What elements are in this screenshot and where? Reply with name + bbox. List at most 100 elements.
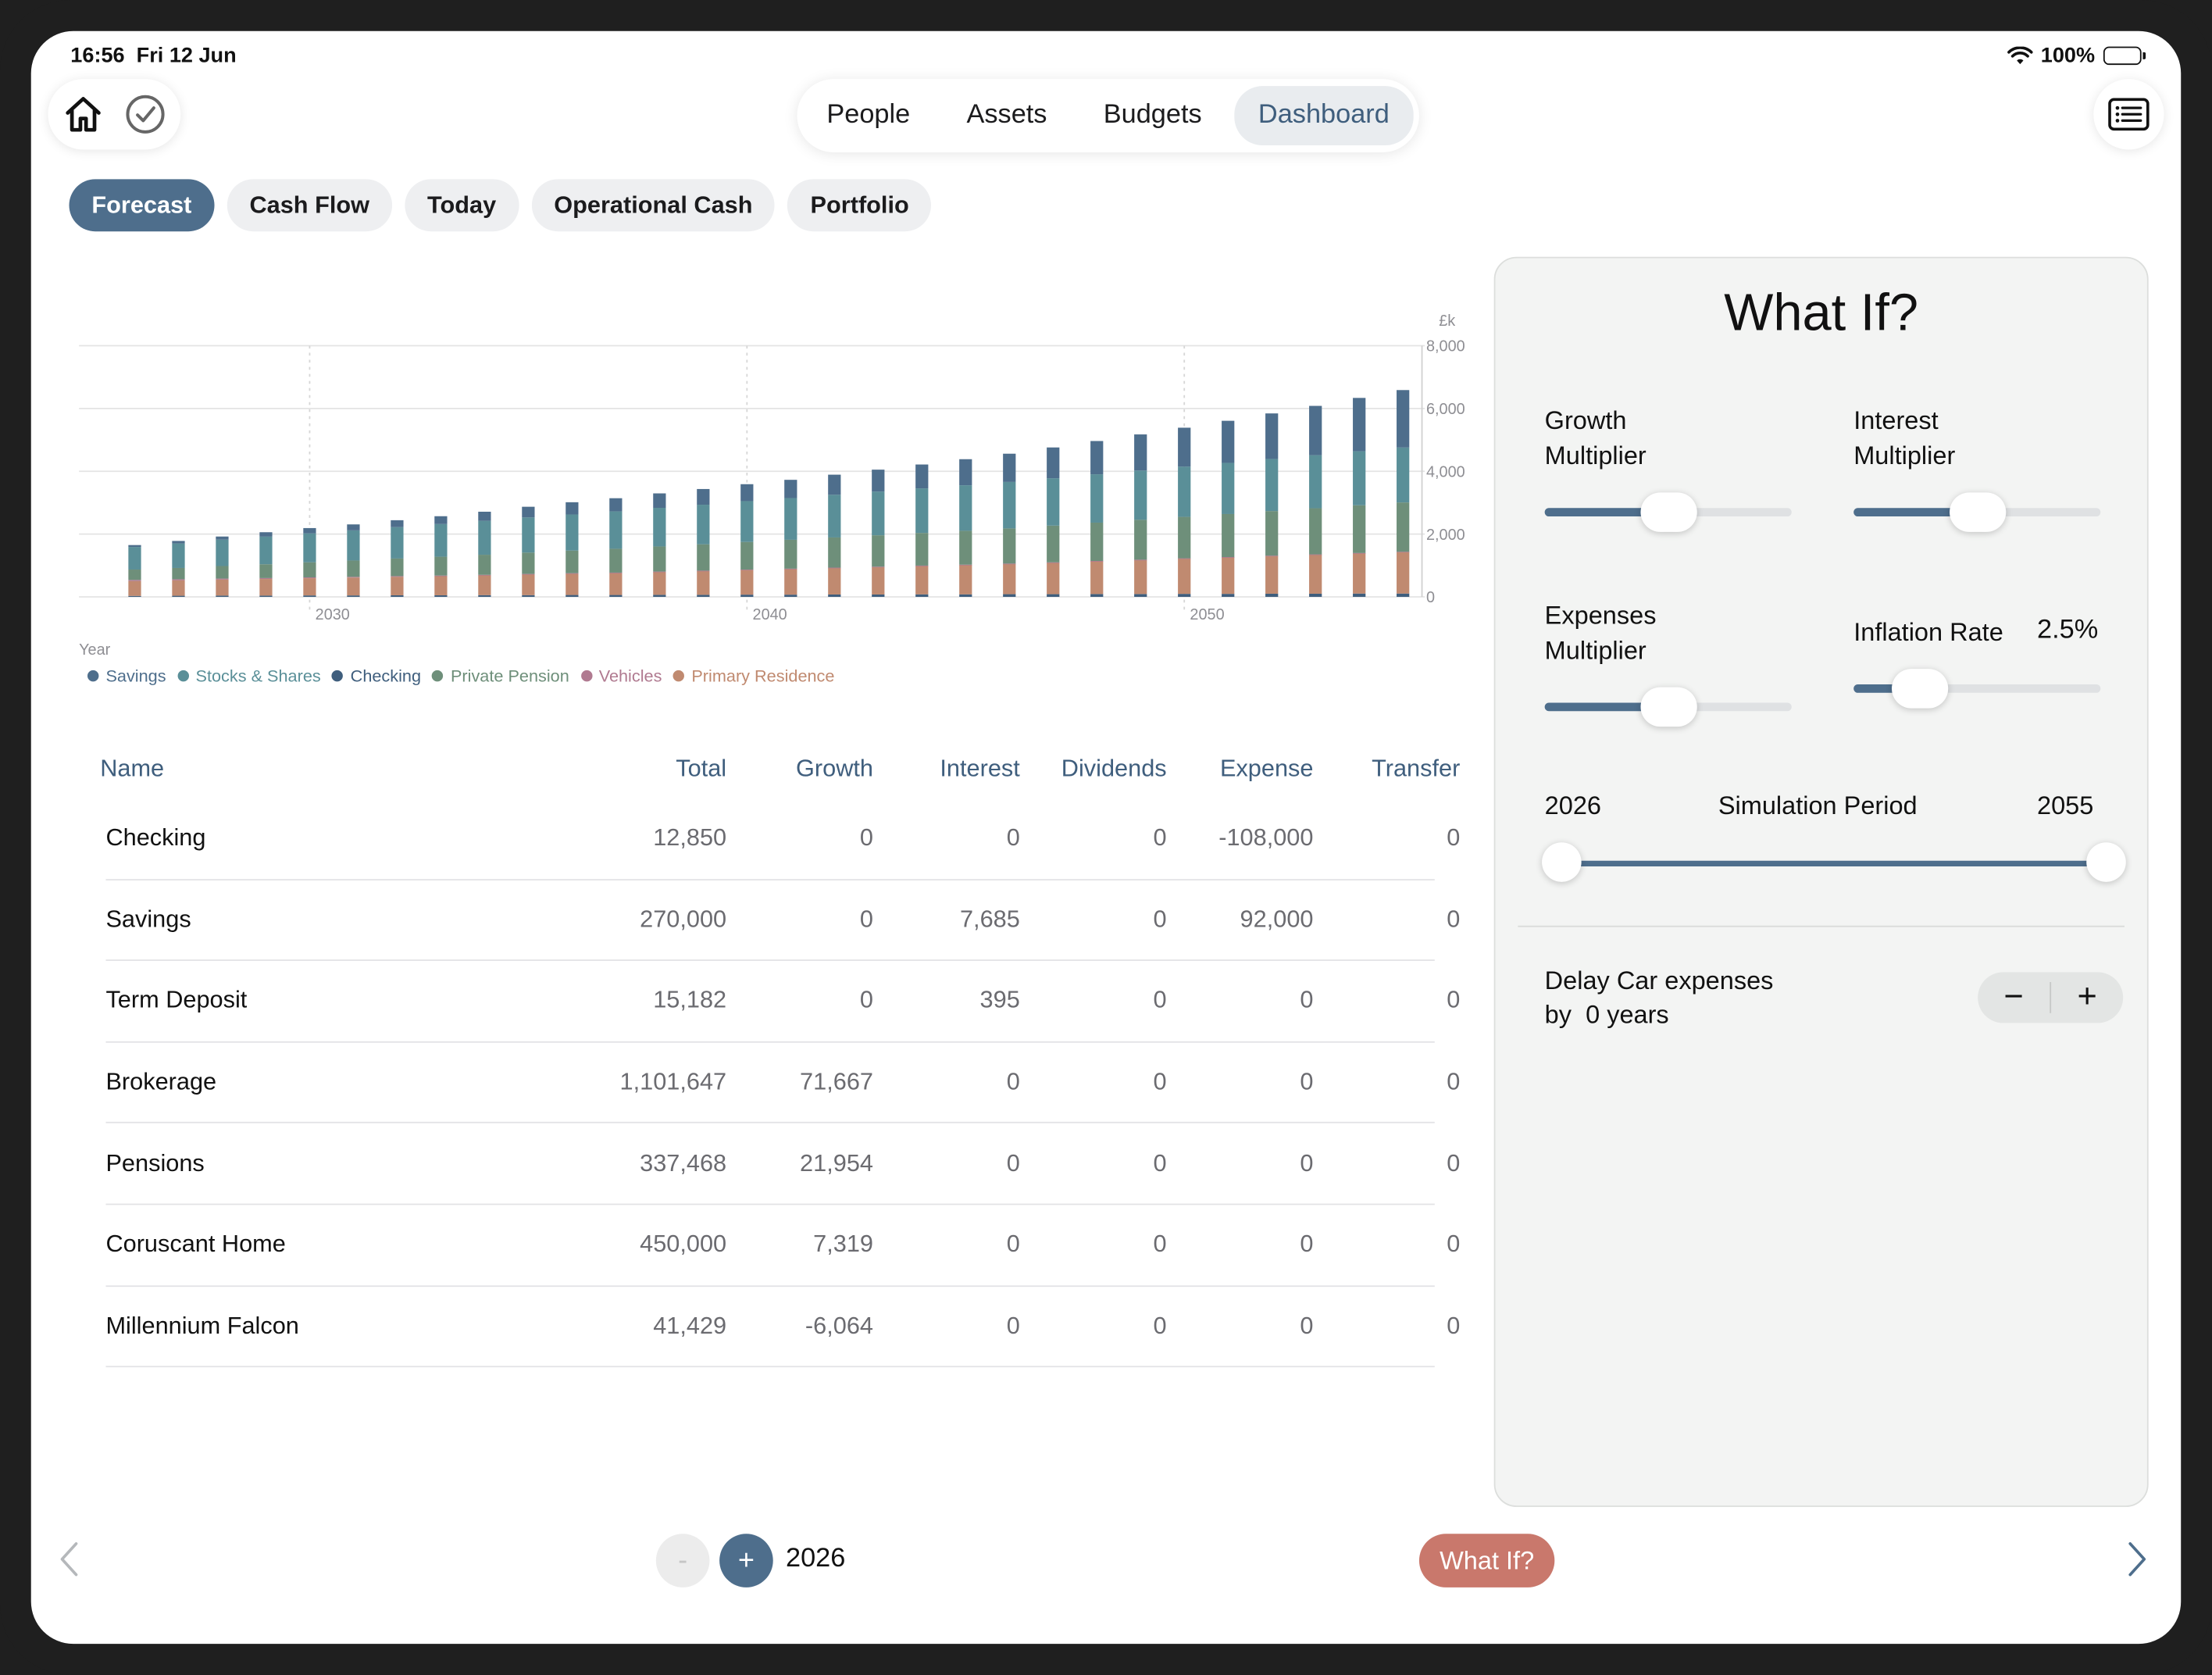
bar-segment <box>740 484 754 502</box>
bar-segment <box>565 595 579 597</box>
slider-thumb[interactable] <box>1639 687 1696 727</box>
bar-segment <box>128 580 141 596</box>
slider-thumb[interactable] <box>1949 492 2006 532</box>
segment-budgets[interactable]: Budgets <box>1103 100 1202 130</box>
cell-dividends: 0 <box>1153 1149 1167 1177</box>
bar-segment <box>434 575 448 577</box>
y-tick-label: 0 <box>1426 589 1435 606</box>
table-row[interactable]: Savings 270,000 0 7,685 0 92,000 0 <box>105 880 1460 962</box>
bar-segment <box>1353 398 1366 452</box>
stepper-increment-button[interactable]: + <box>2077 977 2097 1016</box>
bar-segment <box>740 595 754 597</box>
bar-segment <box>565 573 579 574</box>
bar-segment <box>1090 441 1104 475</box>
bar-segment <box>1134 594 1147 597</box>
period-start-thumb[interactable] <box>1542 842 1582 882</box>
cell-expense: -108,000 <box>1218 824 1314 852</box>
bar-segment <box>828 567 841 569</box>
tab-cash-flow[interactable]: Cash Flow <box>227 179 392 232</box>
legend-item: Primary Residence <box>673 666 834 686</box>
bar-segment <box>915 488 929 534</box>
cell-growth: 7,319 <box>813 1230 873 1258</box>
toolbar-right <box>2093 79 2164 150</box>
cell-expense: 0 <box>1300 1068 1314 1095</box>
bar-segment <box>1090 474 1104 523</box>
table-row[interactable]: Coruscant Home 450,000 7,319 0 0 0 0 <box>105 1205 1460 1287</box>
bar-segment <box>1047 562 1060 595</box>
cell-expense: 0 <box>1300 987 1314 1014</box>
cell-name: Term Deposit <box>105 987 248 1014</box>
slider-thumb[interactable] <box>1639 492 1696 532</box>
segment-dashboard[interactable]: Dashboard <box>1234 86 1414 146</box>
legend-item: Savings <box>87 666 166 686</box>
what-if-button[interactable]: What If? <box>1418 1534 1555 1588</box>
what-if-title: What If? <box>1724 284 1919 342</box>
period-end-thumb[interactable] <box>2086 842 2126 882</box>
bar-segment <box>1353 552 1366 554</box>
stepper-separator <box>2050 982 2052 1013</box>
table-row[interactable]: Pensions 337,468 21,954 0 0 0 0 <box>105 1123 1460 1205</box>
bar-segment <box>216 536 229 540</box>
home-icon[interactable] <box>62 93 104 135</box>
tab-operational-cash[interactable]: Operational Cash <box>531 179 776 232</box>
bar-segment <box>740 570 754 595</box>
cell-transfer: 0 <box>1447 1312 1461 1339</box>
stepper-decrement-button[interactable]: − <box>2003 977 2024 1016</box>
bar-segment <box>784 498 797 540</box>
table-row[interactable]: Brokerage 1,101,647 71,667 0 0 0 0 <box>105 1042 1460 1124</box>
bar-segment <box>347 577 360 596</box>
bar-segment <box>609 573 623 595</box>
table-row[interactable]: Checking 12,850 0 0 0 -108,000 0 <box>105 798 1460 880</box>
year-decrement-button[interactable]: - <box>655 1534 710 1588</box>
bar-segment <box>915 533 929 566</box>
expenses-multiplier-slider[interactable] <box>1544 687 1792 727</box>
table-row[interactable]: Millennium Falcon 41,429 -6,064 0 0 0 0 <box>105 1286 1460 1368</box>
bar-segment <box>478 555 491 575</box>
bar-segment <box>128 545 141 548</box>
chevron-right-icon[interactable] <box>2128 1541 2147 1588</box>
cell-name: Checking <box>105 824 206 852</box>
bar-segment <box>522 517 535 553</box>
slider-thumb[interactable] <box>1892 669 1949 709</box>
growth-multiplier-slider[interactable] <box>1544 492 1792 532</box>
bar-segment <box>609 511 623 549</box>
cell-dividends: 0 <box>1153 1230 1167 1258</box>
inflation-rate-slider[interactable] <box>1853 669 2101 709</box>
chevron-left-icon[interactable] <box>59 1541 79 1588</box>
bar-segment <box>1090 561 1104 595</box>
bar-segment <box>1222 557 1235 558</box>
cell-total: 337,468 <box>640 1149 727 1177</box>
bar-segment <box>259 532 273 537</box>
year-increment-button[interactable]: + <box>719 1534 773 1588</box>
bar-segment <box>1309 455 1322 509</box>
bar-segment <box>1047 447 1060 479</box>
bar-segment <box>172 580 185 596</box>
bar-segment <box>1353 505 1366 553</box>
list-icon[interactable] <box>2107 98 2150 131</box>
segment-assets[interactable]: Assets <box>966 100 1047 130</box>
panel-divider <box>1518 925 2125 927</box>
tab-portfolio[interactable]: Portfolio <box>787 179 932 232</box>
legend-swatch <box>673 670 685 682</box>
bar-segment <box>1003 481 1016 529</box>
bar-segment <box>522 506 535 518</box>
x-tick-label: 2040 <box>753 606 787 623</box>
bar-segment <box>959 459 972 486</box>
tab-today[interactable]: Today <box>405 179 519 232</box>
bar-segment <box>959 564 972 566</box>
inflation-rate-label: Inflation Rate <box>1853 618 2003 647</box>
bar-segment <box>128 580 141 581</box>
bar-segment <box>1047 525 1060 562</box>
cell-total: 450,000 <box>640 1230 727 1258</box>
bar-segment <box>216 578 229 580</box>
bar-segment <box>872 470 885 492</box>
cell-transfer: 0 <box>1447 1149 1461 1177</box>
battery-percent: 100% <box>2040 43 2096 68</box>
checkmark-circle-icon[interactable] <box>124 93 166 135</box>
simulation-period-slider[interactable] <box>1542 842 2126 882</box>
tab-forecast[interactable]: Forecast <box>69 179 215 232</box>
table-row[interactable]: Term Deposit 15,182 0 395 0 0 0 <box>105 961 1460 1043</box>
segment-people[interactable]: People <box>826 100 911 130</box>
interest-multiplier-slider[interactable] <box>1853 492 2101 532</box>
bar-segment <box>1353 451 1366 505</box>
